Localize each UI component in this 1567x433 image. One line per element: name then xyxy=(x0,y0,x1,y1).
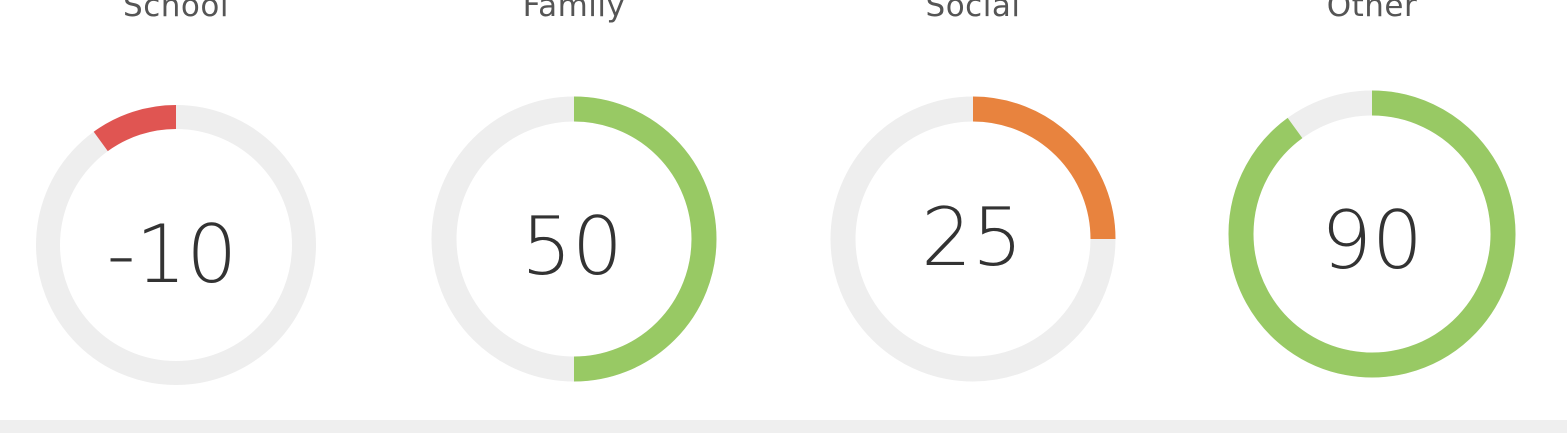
gauge-school-value: -10 xyxy=(107,208,238,301)
gauge-title-social: Social xyxy=(925,0,1021,24)
gauge-family: Family 50 xyxy=(424,0,724,420)
gauge-social-ring: 25 xyxy=(830,96,1116,382)
gauge-social-value: 25 xyxy=(921,191,1023,284)
gauge-title-family: Family xyxy=(522,0,626,24)
gauge-other-ring: 90 xyxy=(1228,90,1516,378)
gauge-school: School -10 xyxy=(26,0,326,420)
gauge-title-other: Other xyxy=(1326,0,1418,24)
gauge-title-school: School xyxy=(123,0,229,24)
gauge-school-ring: -10 xyxy=(36,105,316,385)
gauge-family-value: 50 xyxy=(521,200,623,293)
gauge-other-arc xyxy=(1228,90,1516,378)
gauge-family-arc xyxy=(573,96,717,382)
gauge-family-ring: 50 xyxy=(431,96,717,382)
gauge-other-value: 90 xyxy=(1321,194,1423,287)
metrics-panel: School -10 Family 50 Social 25 Other 90 xyxy=(26,0,1522,420)
bottom-divider xyxy=(0,420,1567,433)
gauge-social: Social 25 xyxy=(823,0,1123,420)
gauge-other: Other 90 xyxy=(1222,0,1522,420)
gauge-school-arc xyxy=(93,105,177,152)
gauge-social-arc xyxy=(972,96,1116,240)
